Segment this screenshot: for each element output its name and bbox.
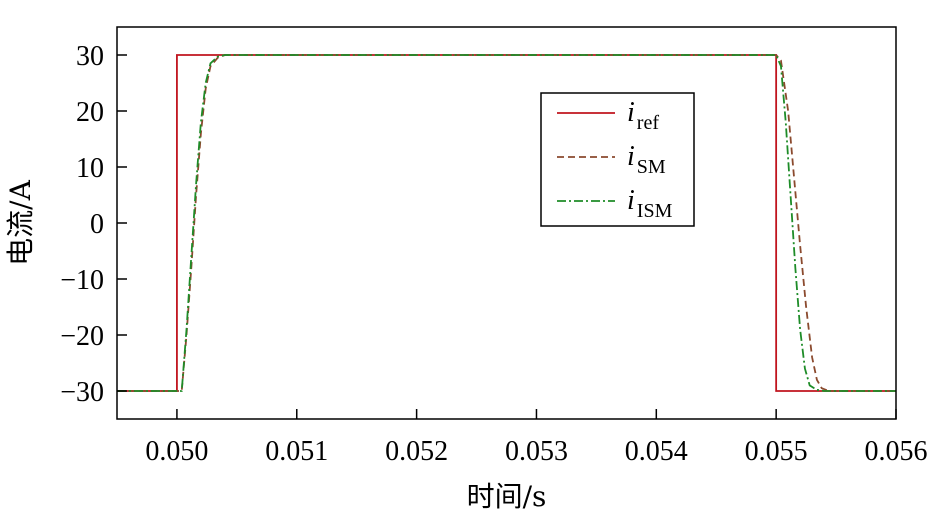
y-tick-label: 0 <box>90 209 104 240</box>
x-tick-label: 0.052 <box>385 436 448 467</box>
series-layer <box>117 54 896 392</box>
legend-box <box>540 92 695 227</box>
y-tick-label: 10 <box>76 153 104 184</box>
y-tick-label: 30 <box>76 41 104 72</box>
x-tick-label: 0.056 <box>865 436 928 467</box>
x-tick-label: 0.050 <box>145 436 208 467</box>
x-tick-label: 0.055 <box>745 436 808 467</box>
y-tick-label: −30 <box>60 377 104 408</box>
y-tick-label: −10 <box>60 265 104 296</box>
x-tick-label: 0.053 <box>505 436 568 467</box>
tick-layer: 0.050 0.051 0.052 0.053 0.054 0.055 0.056 30 20 1… <box>60 41 927 467</box>
legend-label-ref: i ref <box>627 97 659 134</box>
x-tick-label: 0.054 <box>625 436 688 467</box>
legend-symbol: i <box>627 185 635 216</box>
series-line-ism <box>117 54 896 392</box>
legend-label-ism: i ISM <box>627 185 673 222</box>
legend-symbol: i <box>627 97 635 128</box>
x-axis-label: 时间/s <box>467 480 547 513</box>
plot-frame <box>116 26 897 420</box>
legend-symbol: i <box>627 141 635 172</box>
series-line-sm <box>117 54 896 392</box>
y-tick-label: 20 <box>76 97 104 128</box>
legend-subscript: ref <box>637 112 660 134</box>
x-tick-label: 0.051 <box>265 436 328 467</box>
series-line-ref <box>117 54 896 392</box>
y-tick-label: −20 <box>60 321 104 352</box>
y-axis-label: 电流/A <box>4 179 37 265</box>
legend-subscript: ISM <box>637 200 673 222</box>
legend-subscript: SM <box>637 156 666 178</box>
legend-label-sm: i SM <box>627 141 666 178</box>
